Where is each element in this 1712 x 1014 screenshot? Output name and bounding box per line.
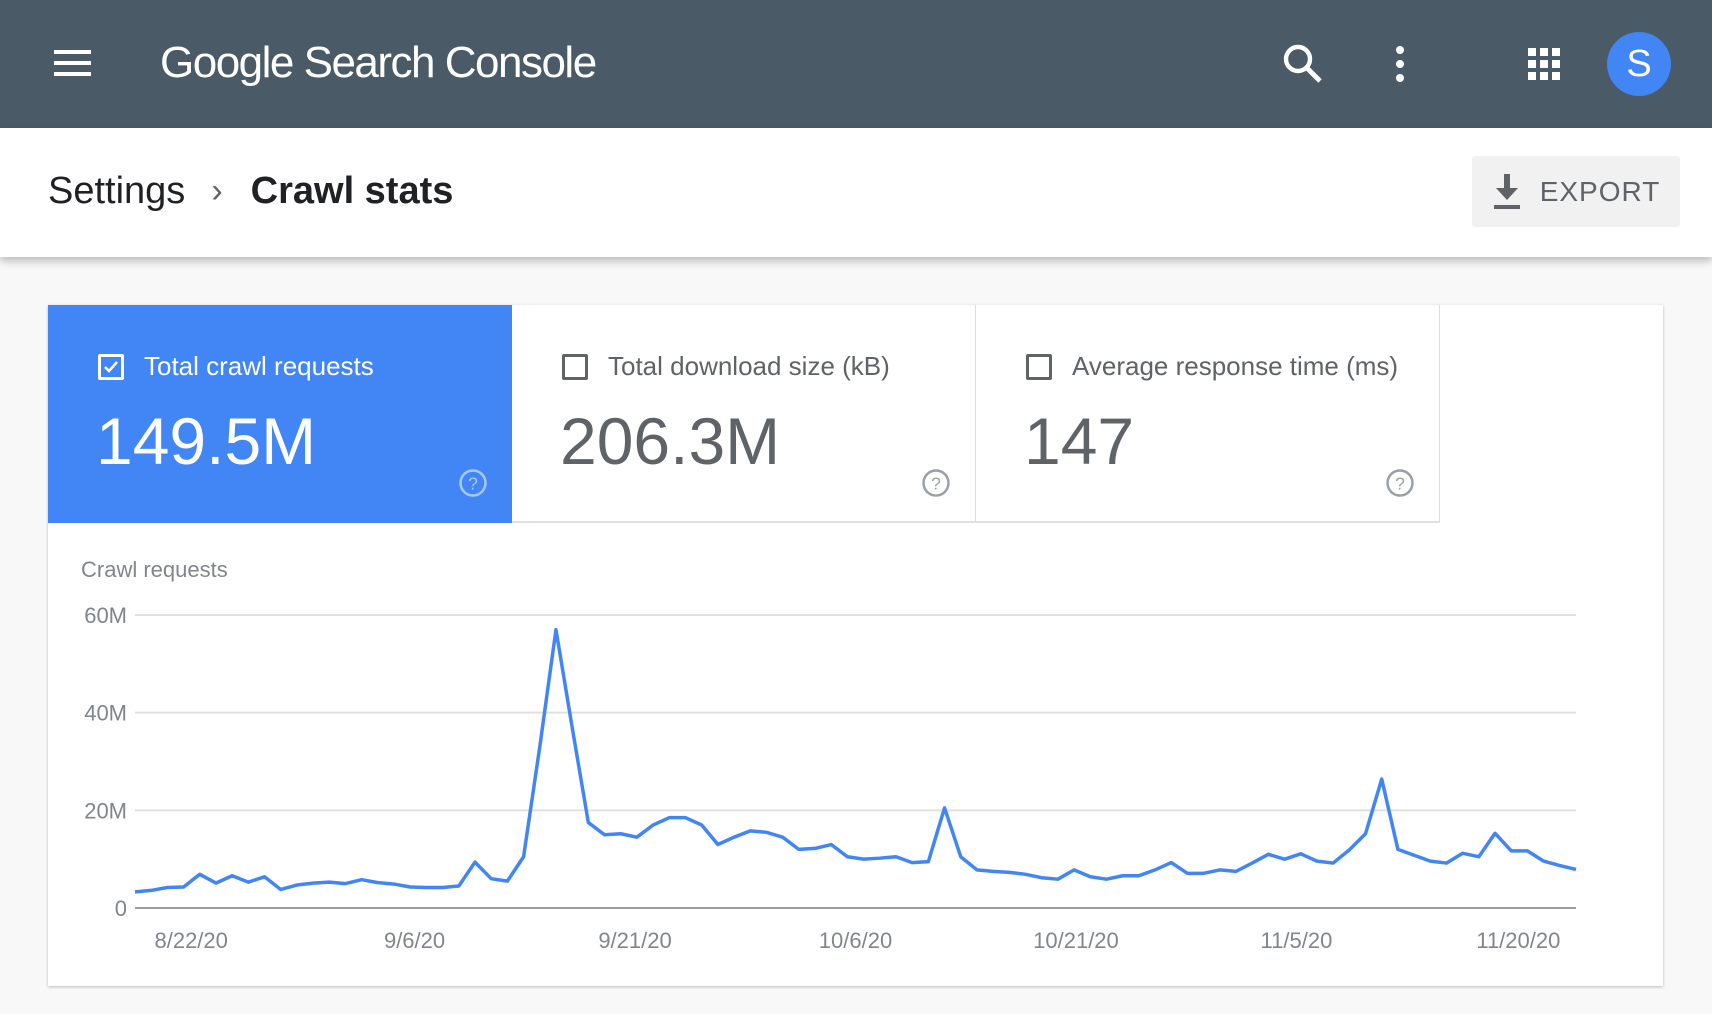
metric-label: Average response time (ms)	[1072, 351, 1399, 381]
crawl-requests-chart: 0 20M 40M 60M 8/22/20 9/6/20 9/21/20 10/6/20 10/…	[84, 603, 1577, 953]
svg-text:?: ?	[1395, 473, 1405, 493]
x-tick-label: 9/21/20	[598, 928, 671, 953]
chevron-right-icon: ›	[211, 172, 223, 210]
y-tick-label: 0	[115, 896, 127, 921]
metric-label: Total crawl requests	[144, 351, 374, 381]
breadcrumb: Settings › Crawl stats	[48, 170, 453, 213]
y-tick-label: 20M	[84, 798, 127, 823]
export-button[interactable]: EXPORT	[1472, 156, 1680, 227]
crawl-stats-card: Total crawl requests 149.5M ? Total down…	[48, 305, 1663, 986]
apps-grid-icon[interactable]	[1520, 40, 1568, 88]
checkbox-checked-icon[interactable]	[98, 353, 124, 380]
x-tick-label: 11/20/20	[1476, 928, 1560, 953]
metric-tile-average-response-time[interactable]: Average response time (ms) 147 ?	[976, 305, 1440, 523]
x-tick-label: 8/22/20	[154, 928, 227, 953]
crawl-requests-line	[134, 627, 1577, 894]
search-icon[interactable]	[1279, 40, 1327, 88]
menu-icon[interactable]	[54, 50, 91, 76]
metric-value: 149.5M	[96, 404, 317, 478]
metric-value: 206.3M	[560, 404, 781, 478]
checkbox-unchecked-icon[interactable]	[562, 353, 588, 380]
breadcrumb-settings[interactable]: Settings	[48, 170, 186, 212]
avatar[interactable]: S	[1607, 32, 1671, 96]
page-header: Settings › Crawl stats EXPORT	[0, 128, 1712, 257]
svg-text:?: ?	[931, 473, 941, 493]
metric-tile-total-download-size[interactable]: Total download size (kB) 206.3M ?	[512, 305, 976, 523]
chart-title: Crawl requests	[81, 557, 228, 582]
x-tick-label: 10/6/20	[819, 928, 892, 953]
page-title: Crawl stats	[250, 170, 454, 212]
x-tick-label: 11/5/20	[1261, 928, 1333, 953]
download-icon	[1493, 173, 1520, 209]
metric-label: Total download size (kB)	[608, 351, 890, 381]
checkbox-unchecked-icon[interactable]	[1026, 353, 1052, 380]
help-icon[interactable]: ?	[1385, 468, 1415, 498]
x-tick-label: 10/21/20	[1033, 928, 1119, 953]
top-app-bar: Google Search Console S	[0, 0, 1712, 128]
app-logo[interactable]: Google Search Console	[160, 38, 597, 87]
metric-tile-total-crawl-requests[interactable]: Total crawl requests 149.5M ?	[48, 305, 512, 523]
help-icon[interactable]: ?	[921, 468, 951, 498]
metric-value: 147	[1024, 404, 1135, 478]
more-vert-icon[interactable]	[1376, 40, 1424, 88]
y-tick-label: 40M	[84, 701, 127, 726]
help-icon[interactable]: ?	[458, 468, 488, 498]
x-tick-label: 9/6/20	[384, 928, 445, 953]
y-tick-label: 60M	[84, 603, 127, 628]
svg-text:?: ?	[468, 473, 478, 493]
export-label: EXPORT	[1539, 175, 1661, 207]
